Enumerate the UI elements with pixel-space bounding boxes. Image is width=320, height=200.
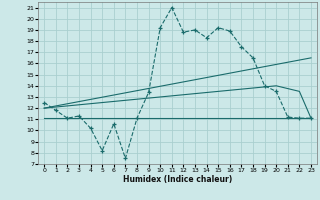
X-axis label: Humidex (Indice chaleur): Humidex (Indice chaleur) bbox=[123, 175, 232, 184]
